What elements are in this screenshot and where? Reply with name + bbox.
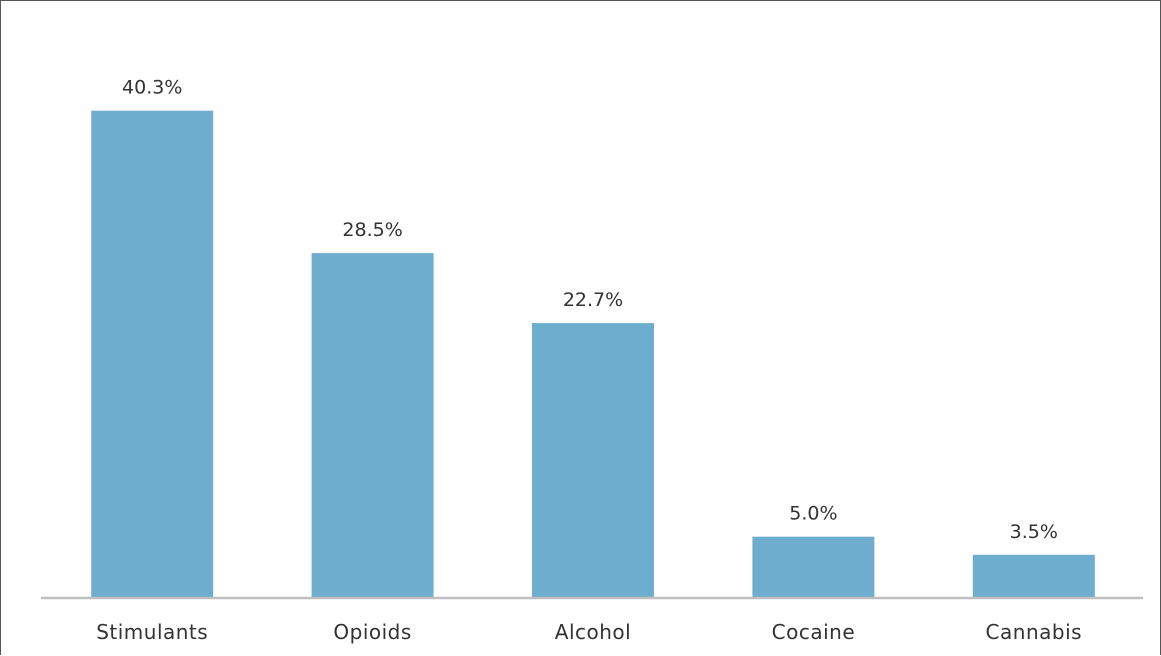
bar-cocaine [752, 536, 875, 597]
x-tick-label-opioids: Opioids [333, 620, 411, 644]
data-label-alcohol: 22.7% [563, 289, 623, 311]
x-tick-label-cannabis: Cannabis [986, 620, 1083, 644]
bar-alcohol [532, 323, 654, 597]
data-label-stimulants: 40.3% [122, 77, 182, 99]
x-tick-label-cocaine: Cocaine [772, 620, 856, 644]
x-tick-label-stimulants: Stimulants [96, 620, 208, 644]
bar-stimulants [91, 110, 214, 597]
data-label-cocaine: 5.0% [789, 503, 837, 525]
data-label-cannabis: 3.5% [1010, 521, 1058, 543]
bar-opioids [311, 253, 434, 597]
x-tick-label-alcohol: Alcohol [555, 620, 631, 644]
data-label-opioids: 28.5% [342, 219, 402, 241]
bar-cannabis [972, 554, 1095, 597]
